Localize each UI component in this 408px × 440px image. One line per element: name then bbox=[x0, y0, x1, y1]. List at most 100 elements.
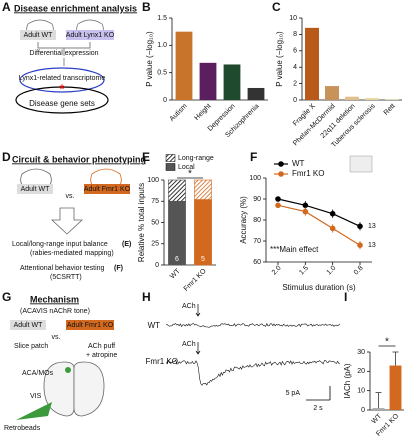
panel-letter: G bbox=[2, 290, 11, 304]
bar bbox=[199, 62, 217, 100]
star: * bbox=[60, 82, 65, 96]
panel-letter: H bbox=[142, 290, 151, 304]
label: VIS bbox=[30, 393, 42, 400]
bar bbox=[325, 86, 339, 100]
point bbox=[275, 202, 281, 209]
legend-label: WT bbox=[292, 159, 305, 168]
y-tick-label: 2 bbox=[293, 80, 297, 87]
injection bbox=[65, 367, 71, 373]
legend-marker bbox=[278, 161, 284, 167]
x-tick-label: Autism bbox=[169, 103, 189, 123]
ellipse bbox=[19, 67, 105, 93]
label: 5 pA bbox=[286, 390, 301, 397]
y-tick-label: 25 bbox=[151, 241, 159, 248]
y-tick-label: 100 bbox=[147, 177, 159, 184]
y-tick-label: 0 bbox=[163, 97, 167, 104]
x-tick-label: WT bbox=[169, 267, 182, 280]
series-line bbox=[277, 204, 361, 246]
trace bbox=[165, 322, 341, 328]
label: Lynx1-related transcriptome bbox=[19, 75, 106, 82]
y-tick-label: 0.5 bbox=[157, 70, 167, 77]
label: vs. bbox=[52, 334, 61, 341]
annotation: ***Main effect bbox=[270, 245, 319, 254]
y-tick-label: 50 bbox=[151, 219, 159, 226]
bar bbox=[175, 31, 193, 101]
bar-segment bbox=[194, 179, 212, 200]
label: Attentional behavior testing bbox=[20, 265, 105, 272]
label: Adult Fmr1 KO bbox=[84, 186, 131, 193]
bar bbox=[223, 64, 241, 100]
y-axis-label: P value (−log₁₀) bbox=[145, 31, 154, 87]
label: ACh puff bbox=[88, 343, 115, 350]
y-tick-label: 0 bbox=[361, 407, 365, 414]
ellipse bbox=[15, 86, 109, 114]
label: (5CSRTT) bbox=[50, 274, 82, 281]
y-tick-label: 0 bbox=[155, 262, 159, 269]
bar bbox=[247, 87, 265, 100]
label: Slice patch bbox=[14, 343, 48, 350]
panel-title: Disease enrichment analysis bbox=[14, 3, 137, 13]
label: Differential expression bbox=[29, 50, 98, 57]
connector bbox=[37, 42, 91, 56]
label: Fmr1 KO bbox=[146, 357, 178, 366]
point bbox=[329, 225, 336, 232]
pipette bbox=[16, 402, 52, 420]
label: Local/long-range input balance bbox=[12, 241, 108, 248]
y-tick-label: 70 bbox=[253, 238, 261, 245]
y-tick-label: 10 bbox=[357, 388, 365, 395]
y-axis-label: Relative % total inputs bbox=[137, 183, 146, 262]
bar bbox=[372, 408, 385, 410]
legend-label: Long-range bbox=[178, 155, 214, 162]
y-tick-label: 90 bbox=[253, 196, 261, 203]
point bbox=[329, 210, 336, 217]
label-box bbox=[17, 184, 53, 194]
bar bbox=[345, 96, 359, 100]
point bbox=[302, 202, 309, 209]
label: Adult WT bbox=[21, 186, 51, 193]
point bbox=[275, 196, 281, 202]
point bbox=[357, 223, 363, 230]
y-tick-label: 80 bbox=[253, 217, 261, 224]
arrow bbox=[50, 207, 84, 235]
arrow bbox=[195, 304, 201, 355]
panel-letter: F bbox=[250, 150, 257, 164]
y-tick-label: 1.5 bbox=[157, 15, 167, 22]
label: vs. bbox=[66, 193, 75, 200]
legend-marker bbox=[278, 171, 284, 177]
y-tick-label: 20 bbox=[357, 368, 365, 375]
sig-star: * bbox=[188, 169, 192, 180]
series-line bbox=[277, 198, 361, 227]
n-label: 5 bbox=[201, 256, 205, 263]
y-tick-label: 0 bbox=[293, 97, 297, 104]
y-tick-label: 60 bbox=[253, 259, 261, 266]
x-tick-label: WT bbox=[371, 412, 384, 425]
bar bbox=[305, 27, 319, 101]
x-tick-label: Rett bbox=[383, 103, 397, 117]
legend-label: Local bbox=[178, 164, 195, 171]
y-tick-label: 8 bbox=[293, 31, 297, 38]
y-tick-label: 30 bbox=[357, 349, 365, 356]
y-tick-label: 6 bbox=[293, 48, 297, 55]
label: (F) bbox=[114, 265, 123, 272]
label: Adult WT bbox=[24, 32, 54, 39]
trace bbox=[165, 359, 341, 386]
label: (rabies-mediated mapping) bbox=[30, 250, 114, 257]
label: Disease gene sets bbox=[29, 99, 95, 108]
label: Adult Fmr1 KO bbox=[67, 322, 114, 329]
panel-letter: B bbox=[142, 0, 151, 14]
bar bbox=[365, 97, 379, 100]
panel-letter: D bbox=[2, 150, 11, 164]
label-box bbox=[20, 30, 56, 40]
label: WT bbox=[148, 321, 161, 330]
panel-title: Mechanism bbox=[30, 294, 79, 304]
bar-segment bbox=[168, 179, 186, 202]
x-tick-label: 1.5 bbox=[298, 265, 310, 277]
label: Retrobeads bbox=[4, 425, 41, 432]
y-axis-label: Accuracy (%) bbox=[239, 196, 248, 244]
label: ACh bbox=[182, 303, 196, 310]
point bbox=[302, 208, 309, 215]
x-tick-label: Fmr1 KO bbox=[183, 267, 208, 292]
subtitle: (ACAVIS nAChR tone) bbox=[20, 308, 90, 315]
end-label: 13 bbox=[368, 242, 376, 249]
apparatus-icon bbox=[349, 155, 373, 173]
